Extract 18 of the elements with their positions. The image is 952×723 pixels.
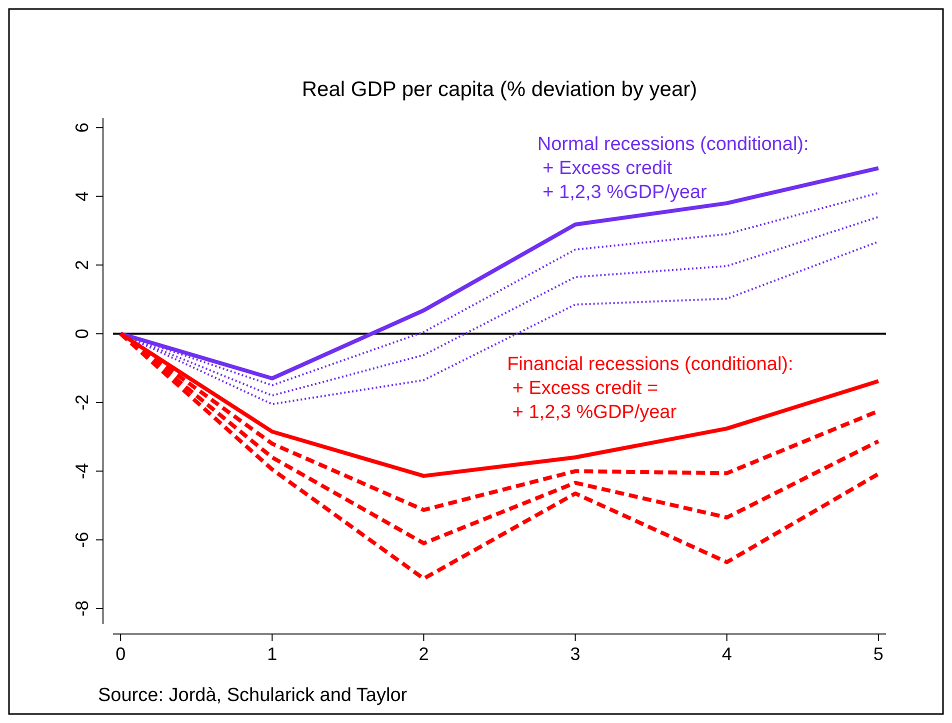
x-tick-label: 5 — [873, 644, 884, 664]
x-tick-label: 2 — [418, 644, 429, 664]
y-tick-label: 0 — [72, 328, 92, 339]
x-tick-label: 1 — [267, 644, 278, 664]
y-tick-label: 4 — [72, 191, 92, 202]
x-tick-label: 3 — [570, 644, 580, 664]
x-tick-label: 4 — [722, 644, 732, 664]
x-tick-label: 0 — [116, 644, 126, 664]
series-label: Normal recessions (conditional): + Excess credit + 1,2,3 %GDP/year — [537, 134, 809, 203]
y-tick-label: -8 — [72, 600, 92, 617]
series-label: Financial recessions (conditional): + Excess credit = + 1,2,3 %GDP/year — [507, 354, 794, 423]
y-tick-label: 2 — [72, 260, 92, 270]
y-tick-label: -4 — [72, 463, 92, 480]
source-note: Source: Jordà, Schularick and Taylor — [98, 685, 408, 706]
y-tick-label: -2 — [72, 394, 92, 410]
chart-title: Real GDP per capita (% deviation by year) — [302, 78, 698, 101]
y-tick-label: 6 — [72, 122, 92, 133]
y-tick-label: -6 — [72, 532, 92, 548]
